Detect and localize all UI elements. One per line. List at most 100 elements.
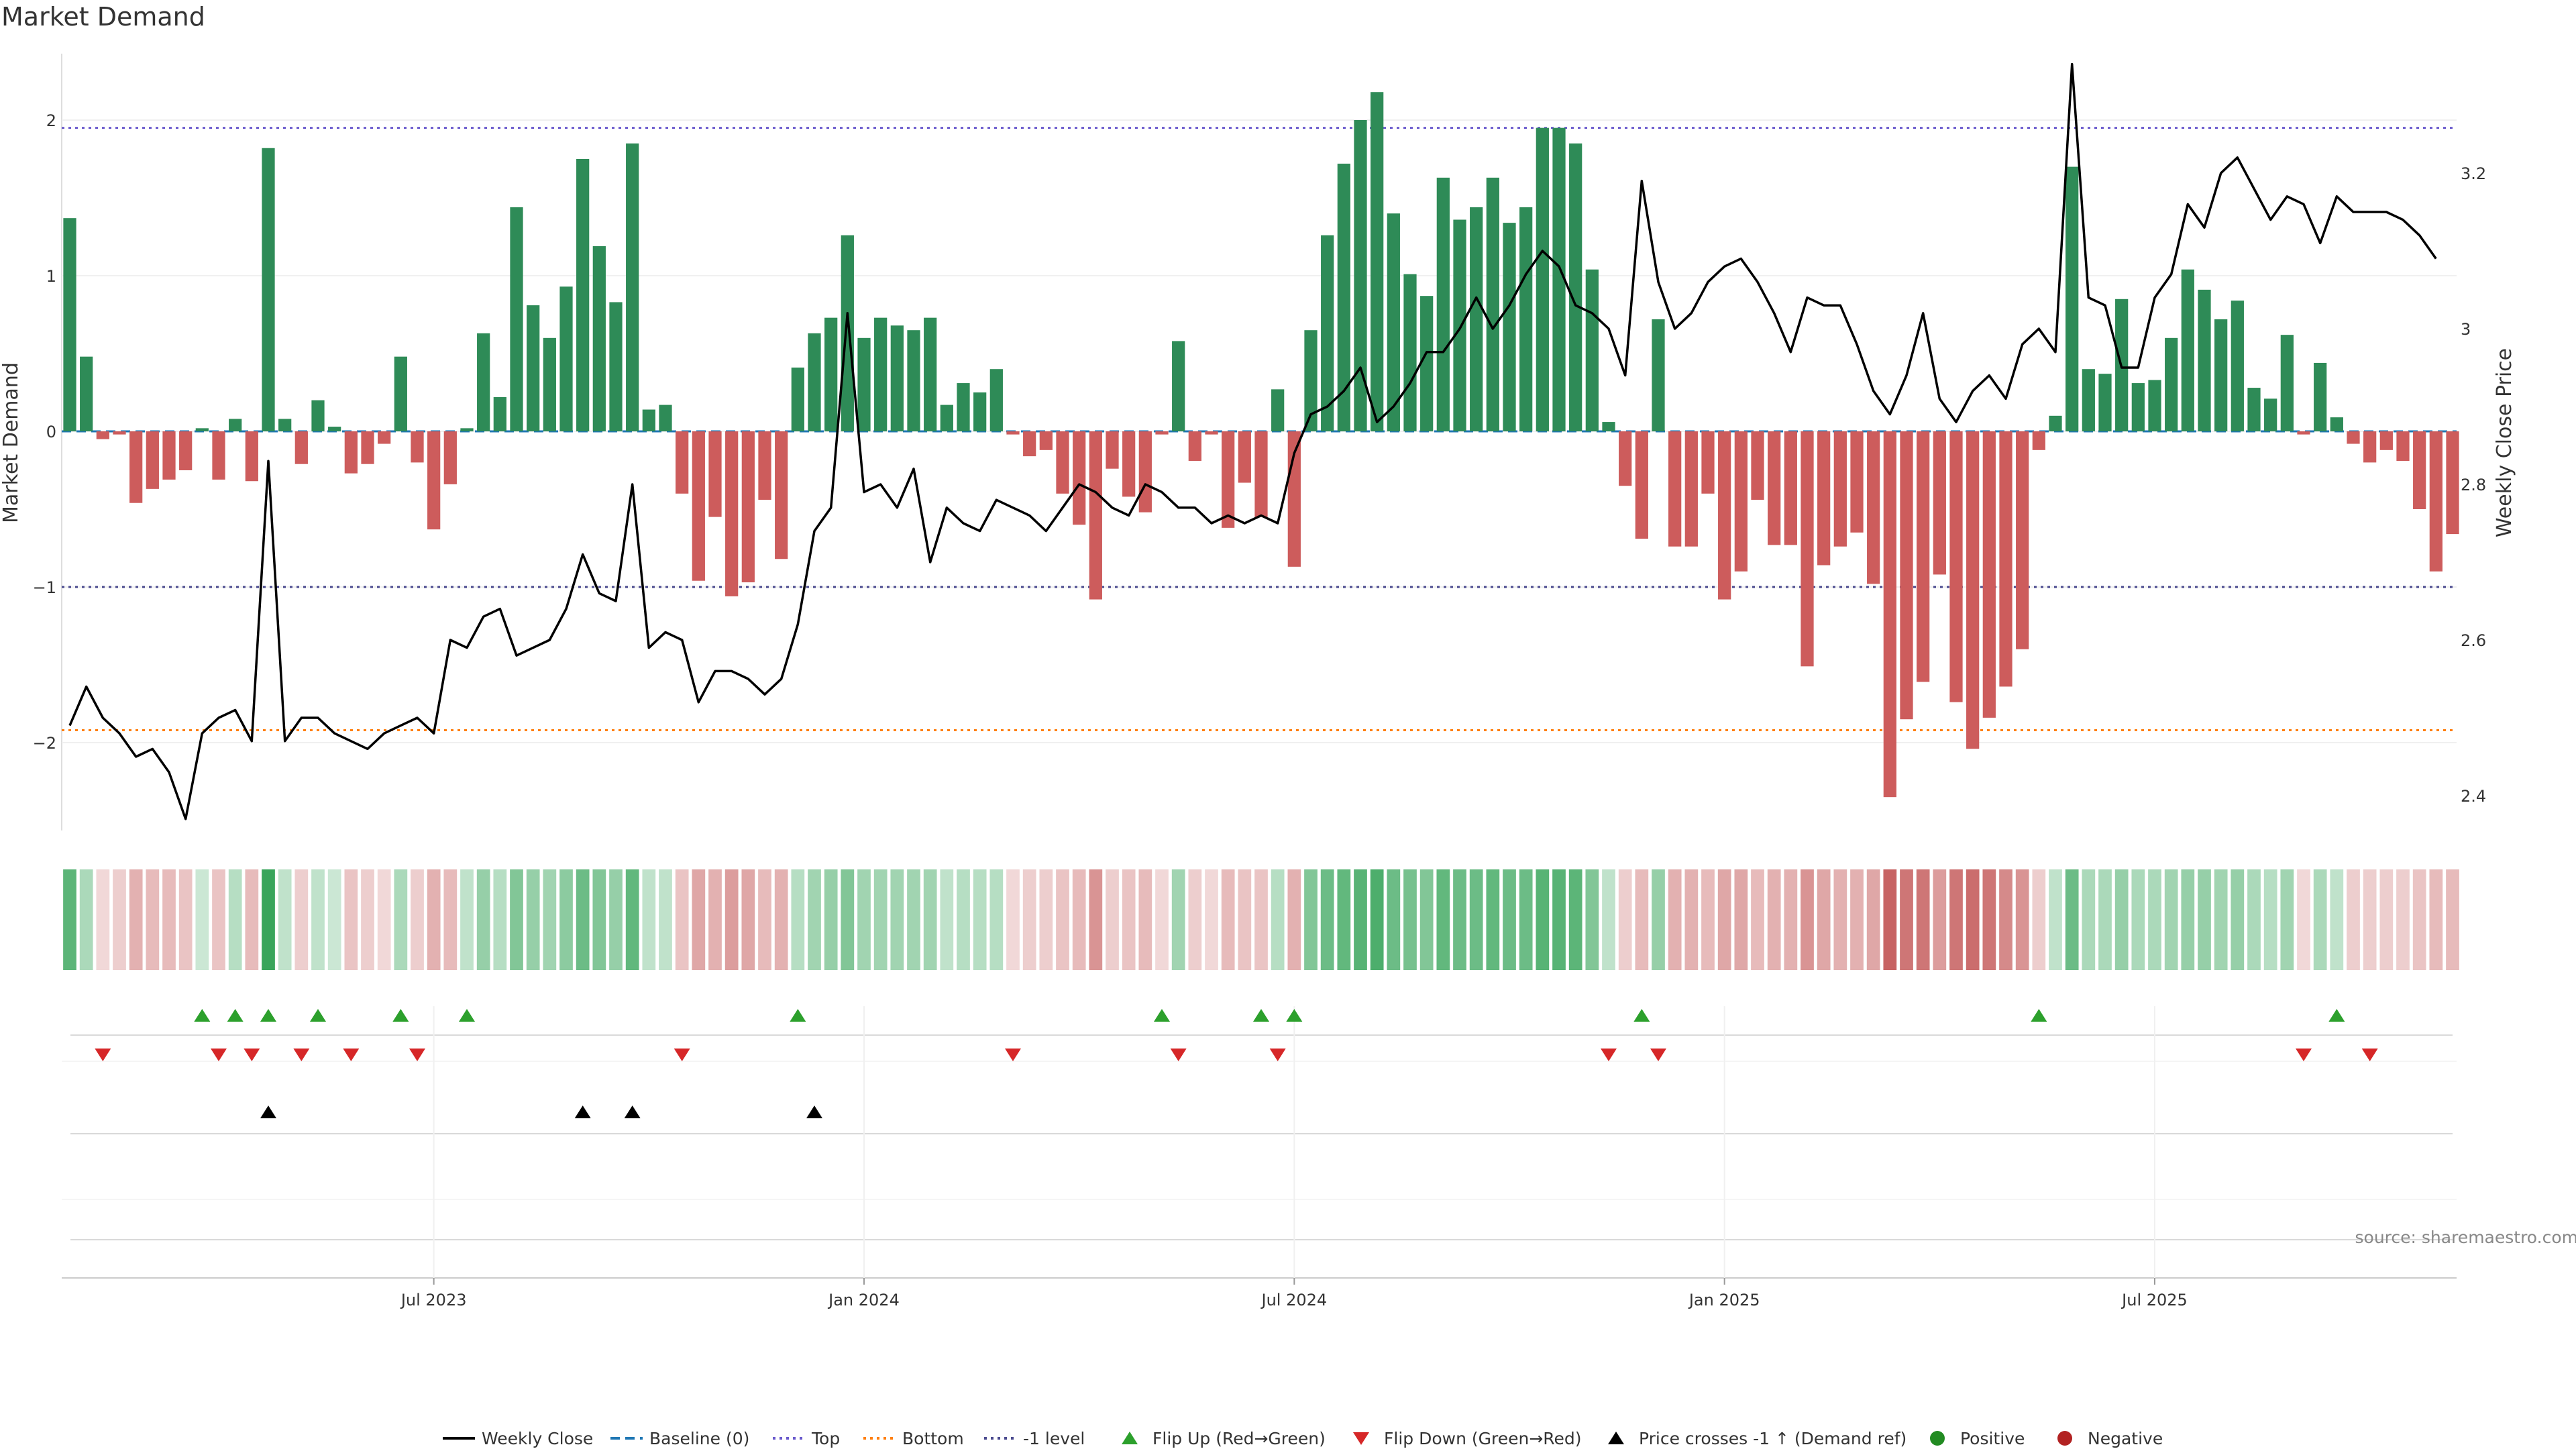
demand-bar	[2148, 380, 2161, 431]
flip-down-marker	[409, 1049, 425, 1061]
demand-bar	[890, 325, 904, 431]
demand-bar	[1155, 431, 1169, 435]
demand-bar	[2049, 415, 2062, 431]
legend-label: Bottom	[902, 1429, 964, 1448]
strip-cell	[1767, 869, 1781, 970]
strip-cell	[890, 869, 904, 970]
strip-cell	[1801, 869, 1814, 970]
strip-cell	[2098, 869, 2112, 970]
strip-cell	[907, 869, 920, 970]
strip-cell	[692, 869, 706, 970]
demand-bar	[1354, 120, 1367, 431]
demand-bar	[824, 317, 838, 431]
demand-bar	[576, 159, 590, 431]
demand-bar	[642, 409, 655, 431]
demand-bar	[2396, 431, 2410, 462]
demand-bar	[1768, 431, 1781, 545]
strip-cell	[2065, 869, 2079, 970]
demand-bar	[758, 431, 771, 500]
strip-cell	[79, 869, 93, 970]
strip-cell	[1354, 869, 1367, 970]
demand-bar	[1436, 177, 1450, 431]
demand-bar	[361, 431, 374, 464]
demand-bar	[63, 218, 76, 431]
demand-bar	[708, 431, 722, 517]
flip-down-marker	[1269, 1049, 1286, 1061]
demand-bar	[2413, 431, 2426, 509]
strip-cell	[1602, 869, 1615, 970]
demand-bar	[1039, 431, 1053, 450]
demand-bar	[1222, 431, 1235, 528]
demand-bar	[676, 431, 689, 494]
demand-bar	[1817, 431, 1831, 566]
demand-bar	[1403, 274, 1417, 431]
flip-down-marker	[1601, 1049, 1617, 1061]
demand-bar	[2065, 166, 2079, 431]
strip-cell	[1122, 869, 1136, 970]
demand-bar	[2347, 431, 2360, 444]
demand-bar	[1205, 431, 1218, 435]
strip-cell	[96, 869, 110, 970]
strip-cell	[195, 869, 209, 970]
demand-bar	[2231, 301, 2244, 431]
demand-bar	[1619, 431, 1632, 486]
strip-cell	[1949, 869, 1963, 970]
demand-bar	[791, 367, 804, 431]
demand-bar	[1999, 431, 2012, 687]
strip-cell	[63, 869, 76, 970]
demand-bar	[262, 148, 275, 431]
strip-cell	[1022, 869, 1036, 970]
strip-cell	[1254, 869, 1268, 970]
strip-cell	[394, 869, 408, 970]
left-axis-title: Market Demand	[0, 362, 23, 523]
strip-cell	[1337, 869, 1351, 970]
demand-bar	[527, 305, 540, 431]
demand-bar	[1254, 431, 1268, 517]
strip-cell	[178, 869, 193, 970]
flip-down-marker	[1005, 1049, 1021, 1061]
strip-cell	[2131, 869, 2145, 970]
flip-up-marker	[260, 1009, 276, 1022]
strip-cell	[1238, 869, 1252, 970]
strip-cell	[245, 869, 259, 970]
strip-cell	[1833, 869, 1847, 970]
demand-bar	[2429, 431, 2443, 572]
demand-bar	[1949, 431, 1963, 702]
strip-cell	[1271, 869, 1285, 970]
demand-bar	[1304, 330, 1318, 431]
demand-bar	[857, 337, 871, 431]
demand-bar	[1172, 341, 1185, 431]
price-cross-marker	[574, 1106, 591, 1118]
strip-cell	[1717, 869, 1731, 970]
strip-cell	[1056, 869, 1069, 970]
demand-bar	[1106, 431, 1119, 469]
flip-down-marker	[343, 1049, 360, 1061]
strip-cell	[1205, 869, 1218, 970]
demand-bar	[2131, 383, 2145, 431]
demand-bar	[1188, 431, 1201, 462]
flip-up-marker	[790, 1009, 806, 1022]
demand-bar	[129, 431, 143, 503]
demand-bar	[2446, 431, 2459, 535]
strip-cell	[824, 869, 838, 970]
demand-bar	[957, 383, 970, 431]
demand-bar	[1718, 431, 1731, 600]
strip-cell	[1453, 869, 1466, 970]
strip-cell	[1866, 869, 1880, 970]
demand-bar	[96, 431, 109, 439]
demand-bar	[1602, 422, 1615, 431]
strip-cell	[1536, 869, 1550, 970]
demand-bar	[1552, 127, 1566, 431]
demand-bar	[543, 337, 556, 431]
demand-bar	[460, 428, 474, 431]
strip-cell	[2247, 869, 2261, 970]
strip-cell	[1419, 869, 1434, 970]
strip-cell	[1701, 869, 1715, 970]
right-tick-label: 2.8	[2461, 476, 2486, 494]
strip-cell	[791, 869, 805, 970]
strip-cell	[1883, 869, 1897, 970]
strip-cell	[923, 869, 937, 970]
left-tick-label: 1	[46, 267, 56, 286]
strip-cell	[873, 869, 888, 970]
